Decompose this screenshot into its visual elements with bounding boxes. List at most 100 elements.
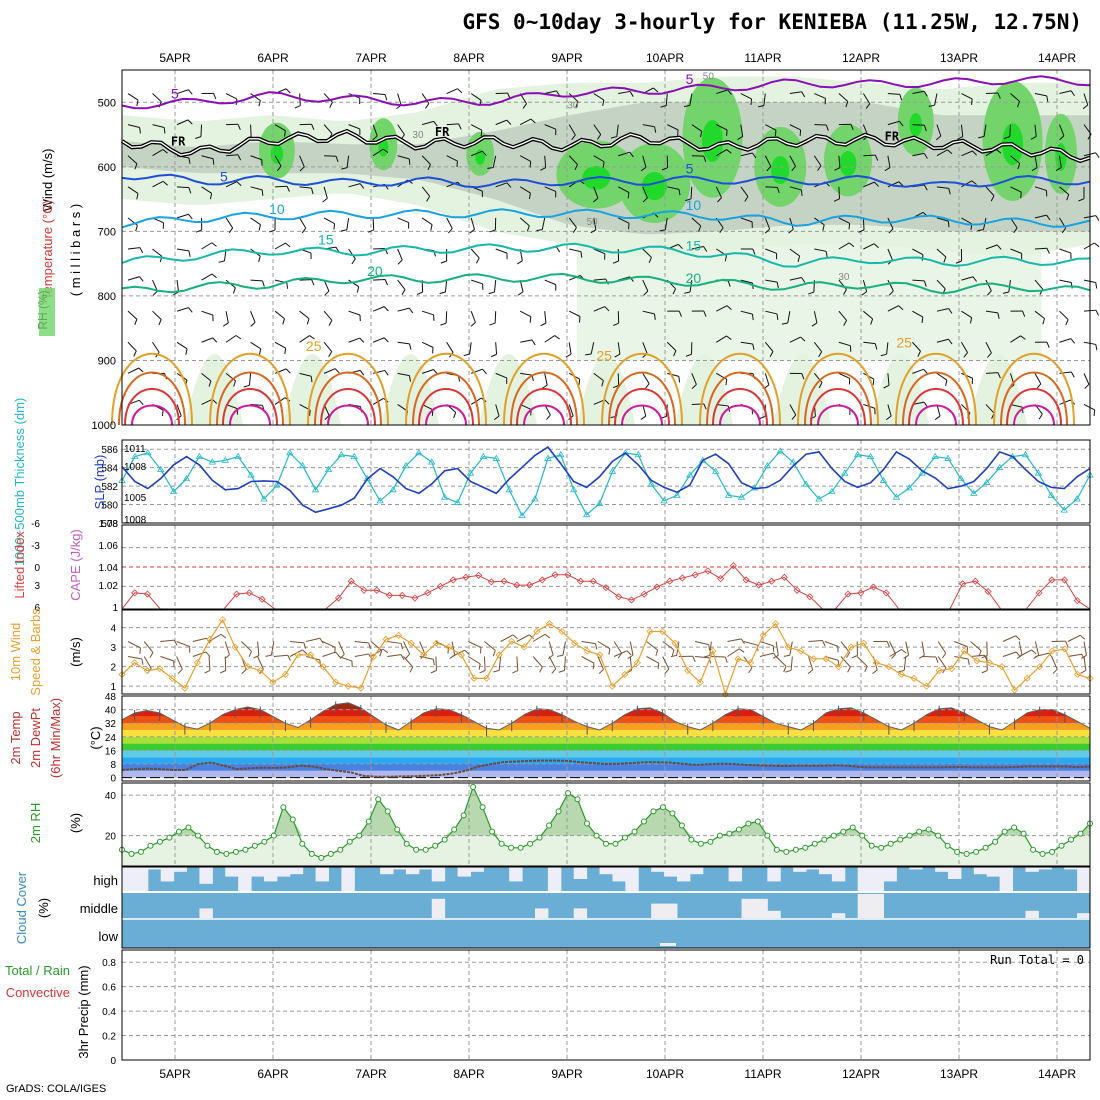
wind-speed-marker: [1023, 674, 1031, 682]
barb-staff: [225, 335, 237, 343]
wind-barb: [1002, 651, 1021, 657]
barb-staff: [616, 124, 619, 137]
wind-barb: [985, 279, 992, 296]
axis-label-slp: SLP (mb): [92, 455, 107, 510]
wind-barb: [519, 155, 532, 168]
barb-flag: [759, 415, 766, 420]
barb-staff: [373, 369, 385, 374]
wind-barb: [471, 279, 484, 290]
wind-barb: [788, 217, 794, 234]
barb-flag: [1079, 634, 1086, 640]
barb-flag: [322, 197, 328, 203]
wind-barb: [936, 338, 953, 345]
rh2m-marker: [678, 822, 685, 829]
barb-staff: [936, 124, 942, 137]
barb-flag: [769, 351, 774, 357]
barb-staff: [597, 656, 604, 670]
wind-barb: [299, 186, 314, 195]
barb-flag: [801, 91, 806, 98]
barb-staff: [716, 149, 727, 157]
wind-barb: [446, 88, 463, 95]
wind-barb: [152, 149, 168, 157]
thickness-marker: [234, 452, 242, 459]
wind-speed-marker: [432, 639, 440, 647]
rh2m-marker: [944, 842, 951, 849]
wind-barb: [1010, 310, 1026, 317]
y-tick-label: 0.4: [102, 1007, 116, 1018]
li-marker: [768, 577, 776, 585]
wind-barb: [204, 656, 211, 674]
barb-staff: [201, 273, 213, 281]
barb-flag: [149, 652, 154, 658]
rh2m-marker: [802, 844, 809, 851]
barb-staff: [1051, 656, 1058, 670]
barb-staff: [1010, 403, 1023, 408]
barb-flag: [1015, 635, 1021, 641]
isotherm-loop: [131, 404, 173, 426]
barb-staff: [544, 335, 555, 343]
barb-flag: [703, 310, 707, 317]
wind-speed-marker: [608, 682, 616, 690]
barb-staff: [323, 124, 333, 134]
isotherm-loop: [719, 404, 761, 426]
wind-barb: [488, 280, 497, 295]
barb-flag: [405, 653, 411, 659]
barb-staff: [1083, 404, 1095, 411]
day-label-bottom: 12APR: [842, 1067, 880, 1081]
li-marker: [233, 590, 241, 598]
wind-barb: [299, 335, 315, 343]
wind-speed-marker: [948, 665, 956, 673]
li-marker: [398, 591, 406, 599]
barb-staff: [470, 150, 483, 157]
barb-staff: [642, 248, 652, 258]
barb-staff: [983, 124, 987, 137]
wind-barb: [348, 310, 361, 321]
barb-staff: [985, 310, 998, 314]
barb-flag: [487, 166, 494, 169]
barb-staff: [789, 404, 797, 416]
li-marker: [334, 594, 343, 602]
cloud-gap-middle: [741, 898, 755, 918]
rh2m-marker: [489, 828, 496, 835]
barb-flag: [516, 260, 523, 265]
cloud-gap-high: [857, 867, 872, 891]
barb-flag: [659, 229, 666, 232]
cloud-gap-high: [573, 867, 588, 879]
wind-speed-marker: [483, 674, 491, 682]
barb-staff: [469, 342, 472, 355]
wind-barb: [1067, 634, 1086, 642]
rh-contour-label: 30: [838, 272, 850, 283]
wind-barb: [646, 656, 660, 670]
barb-staff: [1018, 641, 1023, 656]
barb-staff: [912, 368, 924, 374]
barb-flag: [228, 227, 234, 234]
barb-staff: [419, 656, 434, 660]
barb-staff: [421, 186, 431, 197]
thickness-marker: [608, 467, 617, 474]
rh2m-marker: [403, 840, 410, 847]
barb-staff: [563, 656, 566, 671]
barb-staff: [274, 155, 282, 167]
wind-speed-marker: [369, 653, 377, 661]
rh2m-marker: [460, 812, 467, 819]
barb-staff: [201, 337, 213, 343]
barb-staff: [273, 654, 288, 657]
barb-staff: [451, 641, 456, 656]
barb-staff: [642, 342, 648, 354]
barb-staff: [1083, 373, 1090, 385]
barb-flag: [574, 164, 578, 171]
barb-flag: [626, 650, 632, 656]
freezing-label: FR: [171, 135, 186, 149]
barb-flag: [614, 353, 621, 358]
isotherm-label: 20: [686, 270, 702, 286]
barb-flag: [565, 353, 572, 358]
temp2m-line: [121, 702, 1091, 731]
barb-flag: [703, 155, 707, 162]
barb-flag: [717, 197, 722, 203]
barb-flag: [453, 412, 457, 419]
barb-staff: [1034, 124, 1037, 137]
wind-speed-marker: [558, 627, 566, 636]
wind-barb: [243, 373, 252, 388]
barb-flag: [506, 182, 512, 188]
wind-barb: [220, 656, 227, 674]
